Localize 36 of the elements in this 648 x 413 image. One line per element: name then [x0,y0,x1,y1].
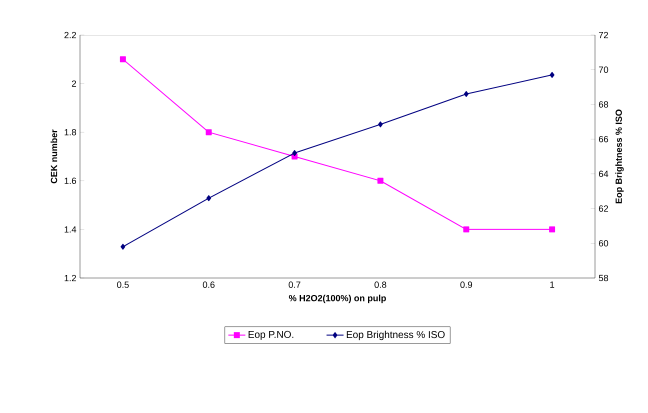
y-tick-label: 1.4 [64,226,76,232]
y2-tick-label: 60 [598,240,608,246]
y-tick-label: 1.2 [64,274,76,282]
point [120,56,126,62]
legend-label: Eop Brightness % ISO [346,330,445,340]
y-tick-label: 2.2 [64,32,76,38]
point [120,244,126,250]
point [206,195,212,202]
point [292,150,297,156]
point [464,91,469,98]
y-tick-label: 1.6 [64,178,76,184]
x-tick-label: 0.6 [202,282,215,288]
y-tick-label: 2 [72,80,76,87]
x-tick-label: 0.8 [374,282,386,288]
y2-tick-label: 66 [598,136,608,142]
y-axis-title: CEK number [50,129,58,184]
point [549,226,556,232]
legend-label: Eop P.NO. [248,330,294,340]
point [550,72,554,78]
y2-tick-label: 58 [598,274,608,282]
y2-tick-label: 64 [598,170,608,178]
x-tick-label: 1 [550,282,554,288]
y2-tick-label: 72 [598,32,608,38]
y-tick-label: 1.8 [64,129,76,136]
x-tick-label: 0.5 [117,282,129,288]
point [463,226,470,232]
point [378,121,383,128]
x-tick-label: 0.9 [460,282,472,288]
y2-tick-label: 62 [598,205,608,212]
point [377,178,384,184]
y2-axis-title: Eop Brightness % ISO [615,110,624,204]
x-tick-label: 0.7 [288,282,300,288]
y2-tick-label: 68 [598,101,608,108]
x-axis-title: % H2O2(100%) on pulp [288,294,386,304]
y2-tick-label: 70 [598,66,608,73]
point [206,129,212,136]
